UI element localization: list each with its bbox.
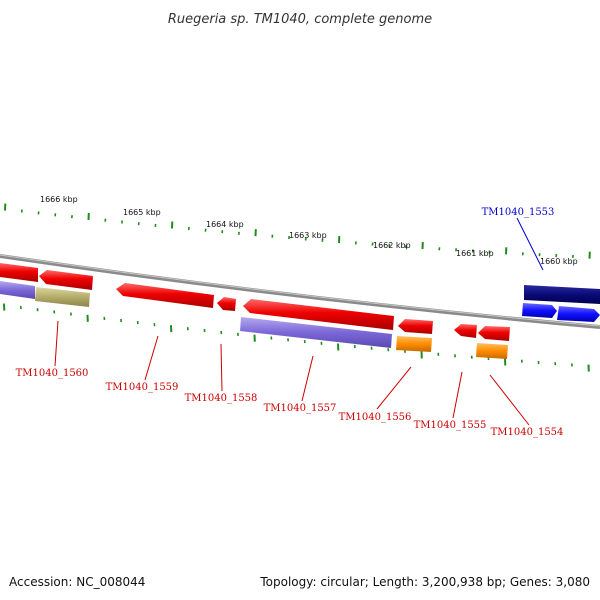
scale-label: 1663 kbp	[289, 231, 327, 240]
gene-arrow[interactable]	[0, 263, 38, 282]
gene-label-tm1040-1553[interactable]: TM1040_1553	[482, 207, 555, 218]
gene-label-tm1040-1558[interactable]: TM1040_1558	[185, 393, 258, 404]
leader-line	[489, 374, 530, 426]
scale-label: 1665 kbp	[123, 208, 161, 217]
gene-label-tm1040-1556[interactable]: TM1040_1556	[339, 412, 412, 423]
genome-backbone	[0, 254, 600, 329]
leader-line	[144, 335, 159, 381]
gene-arrow[interactable]	[35, 287, 90, 307]
scale-label: 1661 kbp	[456, 249, 494, 258]
outer-tick-ring	[4, 203, 591, 259]
gene-label-tm1040-1557[interactable]: TM1040_1557	[264, 403, 337, 414]
scale-label: 1662 kbp	[373, 241, 411, 250]
gene-arrow-tm1040-1555[interactable]	[454, 324, 477, 338]
gene-arrow-tm1040-1557[interactable]	[243, 299, 394, 330]
gene-arrow-tm1040-1554[interactable]	[478, 326, 510, 341]
gene-arrow[interactable]	[522, 303, 557, 318]
scale-label: 1666 kbp	[40, 195, 78, 204]
leader-line	[301, 355, 314, 402]
leader-line	[452, 371, 463, 419]
gene-arrow[interactable]	[557, 306, 600, 322]
gene-label-tm1040-1554[interactable]: TM1040_1554	[491, 427, 564, 438]
scale-label: 1664 kbp	[206, 220, 244, 229]
gene-arrow-tm1040-1559[interactable]	[116, 283, 214, 308]
gene-arrow-tm1040-1556[interactable]	[398, 319, 433, 334]
gene-label-tm1040-1559[interactable]: TM1040_1559	[106, 382, 179, 393]
gene-arrow-tm1040-1553[interactable]	[524, 285, 600, 304]
genome-backbone-highlight	[0, 254, 600, 327]
accession-text: Accession: NC_008044	[9, 575, 145, 589]
gene-arrow[interactable]	[240, 317, 392, 348]
reverse-strand-genes	[0, 263, 510, 359]
gene-arrow-tm1040-1560[interactable]	[39, 270, 93, 290]
gene-arrow[interactable]	[0, 281, 35, 299]
gene-arrow-tm1040-1558[interactable]	[217, 297, 236, 311]
chart-title: Ruegeria sp. TM1040, complete genome	[168, 12, 432, 27]
scale-labels: 1666 kbp 1665 kbp 1664 kbp 1663 kbp 1662…	[40, 195, 578, 266]
gene-arrow[interactable]	[476, 343, 508, 359]
leader-line	[220, 343, 223, 392]
inner-tick-ring	[3, 303, 590, 372]
gene-arrow[interactable]	[396, 336, 432, 352]
scale-label: 1660 kbp	[540, 257, 578, 266]
leader-line	[54, 320, 59, 367]
gene-label-tm1040-1560[interactable]: TM1040_1560	[16, 368, 89, 379]
leader-line	[376, 366, 412, 410]
gene-label-tm1040-1555[interactable]: TM1040_1555	[414, 420, 487, 431]
leader-line	[516, 217, 544, 271]
label-leaders	[54, 217, 544, 426]
genome-summary-text: Topology: circular; Length: 3,200,938 bp…	[259, 575, 590, 589]
forward-strand-genes	[522, 285, 600, 322]
gene-labels: TM1040_1553 TM1040_1560 TM1040_1559 TM10…	[16, 207, 564, 438]
